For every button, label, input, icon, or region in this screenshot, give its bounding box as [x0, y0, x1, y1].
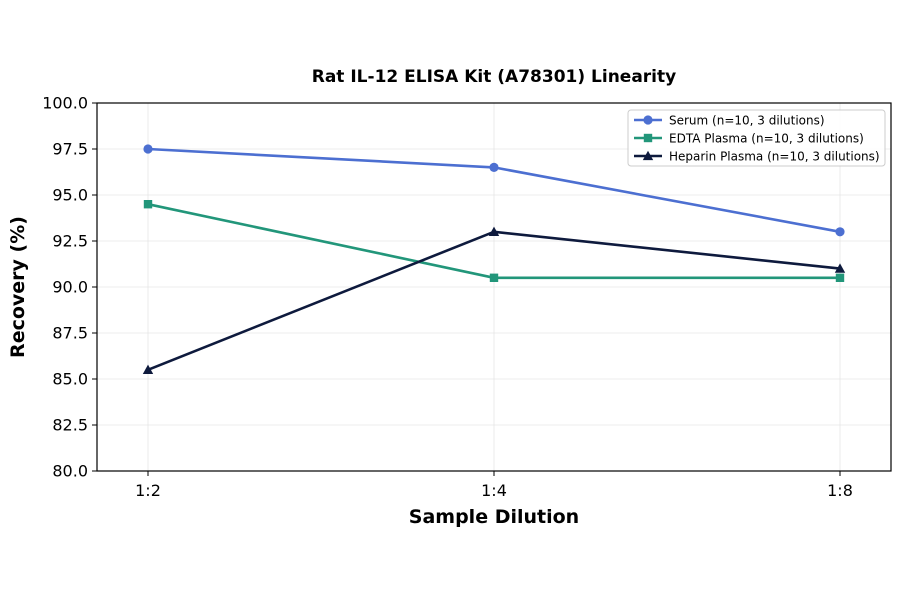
legend: Serum (n=10, 3 dilutions) EDTA Plasma (n=… [627, 109, 886, 167]
y-tick-label: 90.0 [52, 278, 88, 297]
x-tick-label: 1:2 [135, 481, 161, 500]
y-tick-label: 95.0 [52, 186, 88, 205]
axes: 80.0 82.5 85.0 87.5 90.0 92.5 95.0 97.5 100.0 1:2… [42, 94, 892, 500]
y-tick-label: 87.5 [52, 324, 88, 343]
legend-entry-label: Serum (n=10, 3 dilutions) [669, 113, 825, 127]
data-point [489, 273, 499, 282]
y-tick-label: 97.5 [52, 140, 88, 159]
y-tick-label: 100.0 [42, 94, 88, 113]
y-tick-label: 92.5 [52, 232, 88, 251]
y-tick-label: 85.0 [52, 370, 88, 389]
series-group [143, 144, 845, 237]
legend-swatch-marker [643, 133, 653, 143]
y-tick-label: 80.0 [52, 462, 88, 481]
x-tick-label: 1:8 [827, 481, 853, 500]
data-point [835, 273, 845, 282]
legend-swatch-marker [642, 150, 654, 161]
legend-entry-label: Heparin Plasma (n=10, 3 dilutions) [669, 149, 880, 163]
data-point [489, 162, 499, 172]
data-point [488, 226, 500, 236]
data-point [142, 364, 154, 374]
y-axis-label: Recovery (%) [7, 216, 29, 358]
plot-frame [96, 102, 892, 472]
x-tick-label: 1:4 [481, 481, 507, 500]
series-group [142, 226, 846, 374]
legend-entry-label: EDTA Plasma (n=10, 3 dilutions) [669, 131, 864, 145]
data-point [143, 200, 153, 209]
series [142, 144, 846, 374]
data-point [143, 144, 153, 154]
data-point [835, 227, 845, 237]
legend-swatch-marker [643, 115, 653, 125]
x-axis-label: Sample Dilution [409, 506, 579, 528]
chart-title: Rat IL-12 ELISA Kit (A78301) Linearity [312, 67, 676, 87]
series-group [143, 200, 845, 282]
y-tick-label: 82.5 [52, 416, 88, 435]
data-point [834, 263, 846, 273]
legend-box [627, 109, 886, 167]
